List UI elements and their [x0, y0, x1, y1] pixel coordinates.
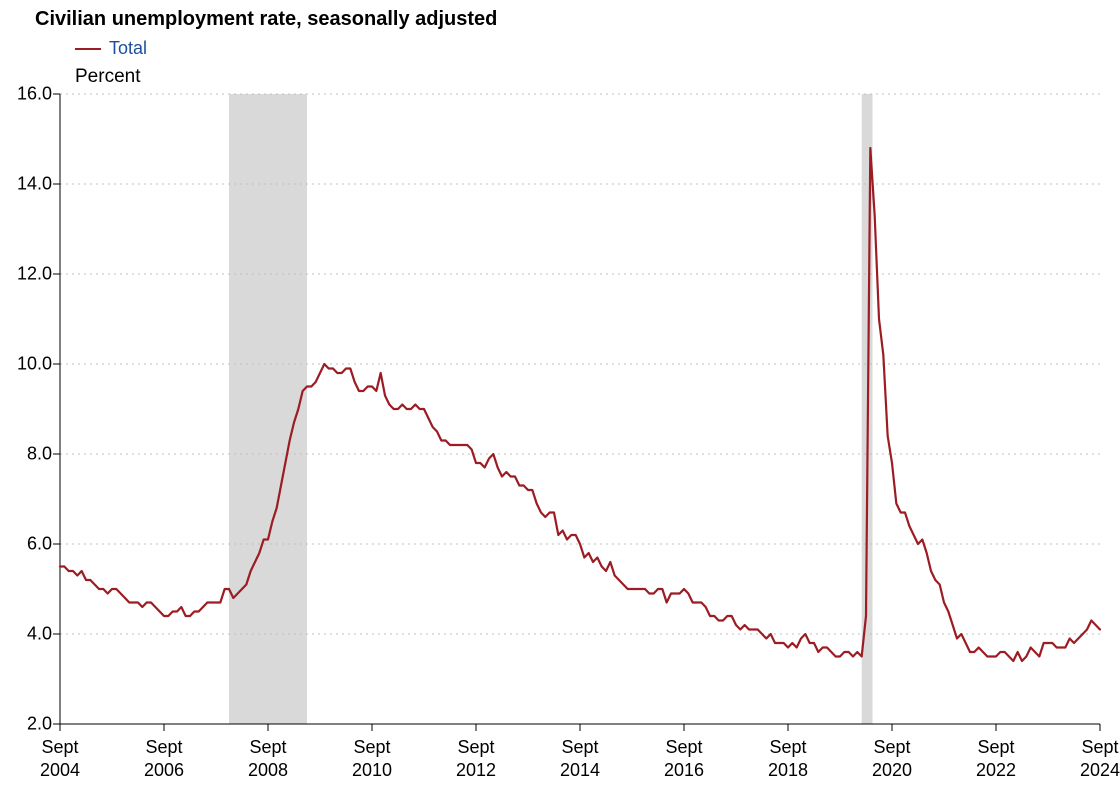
- y-tick-label: 4.0: [2, 624, 52, 645]
- y-tick-label: 10.0: [2, 354, 52, 375]
- x-tick-label: Sept 2020: [872, 736, 912, 781]
- recession-band: [229, 94, 307, 724]
- y-tick-label: 8.0: [2, 444, 52, 465]
- series-line: [60, 148, 1100, 661]
- x-tick-label: Sept 2004: [40, 736, 80, 781]
- x-tick-label: Sept 2024: [1080, 736, 1120, 781]
- y-tick-label: 2.0: [2, 714, 52, 735]
- x-tick-label: Sept 2016: [664, 736, 704, 781]
- x-tick-label: Sept 2008: [248, 736, 288, 781]
- x-tick-label: Sept 2006: [144, 736, 184, 781]
- x-tick-label: Sept 2014: [560, 736, 600, 781]
- y-tick-label: 6.0: [2, 534, 52, 555]
- x-tick-label: Sept 2010: [352, 736, 392, 781]
- x-tick-label: Sept 2022: [976, 736, 1016, 781]
- chart-container: Civilian unemployment rate, seasonally a…: [0, 0, 1120, 810]
- y-tick-label: 12.0: [2, 264, 52, 285]
- y-tick-label: 16.0: [2, 84, 52, 105]
- plot-area: [0, 0, 1120, 810]
- y-tick-label: 14.0: [2, 174, 52, 195]
- x-tick-label: Sept 2018: [768, 736, 808, 781]
- x-tick-label: Sept 2012: [456, 736, 496, 781]
